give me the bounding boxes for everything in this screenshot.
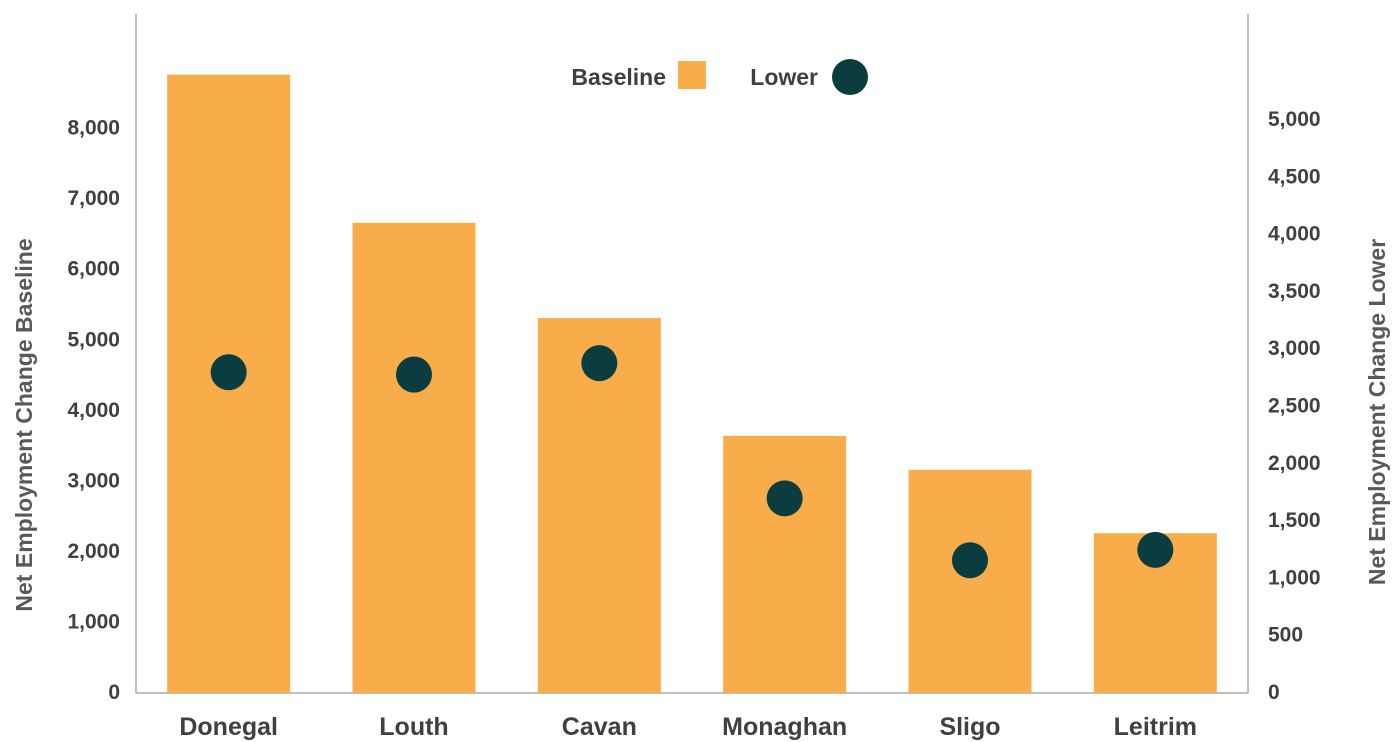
left-tick-label: 0 <box>108 681 120 704</box>
x-axis-category-labels: Donegal Louth Cavan Monaghan Sligo Leitrim <box>179 713 1197 741</box>
scatter-series-lower <box>210 345 1174 579</box>
right-tick-label: 3,000 <box>1268 337 1321 360</box>
right-tick-label: 3,500 <box>1268 280 1321 303</box>
point-sligo <box>952 542 988 579</box>
category-label-sligo: Sligo <box>939 713 1000 741</box>
point-louth <box>396 356 432 393</box>
left-axis-ticks: 0 1,000 2,000 3,000 4,000 5,000 6,000 7,000 8,00… <box>67 117 120 704</box>
bar-sligo <box>908 469 1032 693</box>
left-tick-label: 4,000 <box>67 399 120 422</box>
left-tick-label: 3,000 <box>67 469 120 492</box>
point-monaghan <box>766 480 803 517</box>
right-tick-label: 2,000 <box>1268 452 1321 475</box>
legend-label-lower: Lower <box>750 64 818 90</box>
right-tick-label: 1,500 <box>1268 509 1321 532</box>
right-tick-label: 4,000 <box>1268 223 1321 246</box>
left-axis-title: Net Employment Change Baseline <box>11 238 37 611</box>
point-cavan <box>581 345 618 382</box>
left-tick-label: 5,000 <box>67 328 120 351</box>
bar-series-baseline <box>167 74 1217 693</box>
left-tick-label: 8,000 <box>67 117 120 140</box>
category-label-monaghan: Monaghan <box>722 713 847 741</box>
right-tick-label: 500 <box>1268 624 1303 647</box>
point-donegal <box>210 354 247 391</box>
legend-label-baseline: Baseline <box>571 64 666 90</box>
category-label-louth: Louth <box>379 713 448 741</box>
bar-louth <box>352 222 476 693</box>
left-tick-label: 2,000 <box>67 540 120 563</box>
category-label-cavan: Cavan <box>562 713 637 741</box>
point-leitrim <box>1137 531 1174 568</box>
right-tick-label: 2,500 <box>1268 395 1321 418</box>
right-tick-label: 0 <box>1268 681 1280 704</box>
right-axis-title: Net Employment Change Lower <box>1364 239 1390 585</box>
bar-monaghan <box>723 435 847 693</box>
category-label-donegal: Donegal <box>179 713 278 741</box>
right-tick-label: 4,500 <box>1268 165 1321 188</box>
legend: Baseline Lower <box>571 59 868 95</box>
right-tick-label: 1,000 <box>1268 566 1321 589</box>
right-tick-label: 5,000 <box>1268 108 1321 131</box>
right-axis-ticks: 0 500 1,000 1,500 2,000 2,500 3,000 3,500 4,000 4… <box>1268 108 1321 704</box>
left-tick-label: 6,000 <box>67 258 120 281</box>
left-tick-label: 1,000 <box>67 610 120 633</box>
legend-swatch-lower <box>832 59 868 95</box>
category-label-leitrim: Leitrim <box>1114 713 1197 741</box>
legend-swatch-baseline <box>678 61 706 89</box>
left-tick-label: 7,000 <box>67 187 120 210</box>
